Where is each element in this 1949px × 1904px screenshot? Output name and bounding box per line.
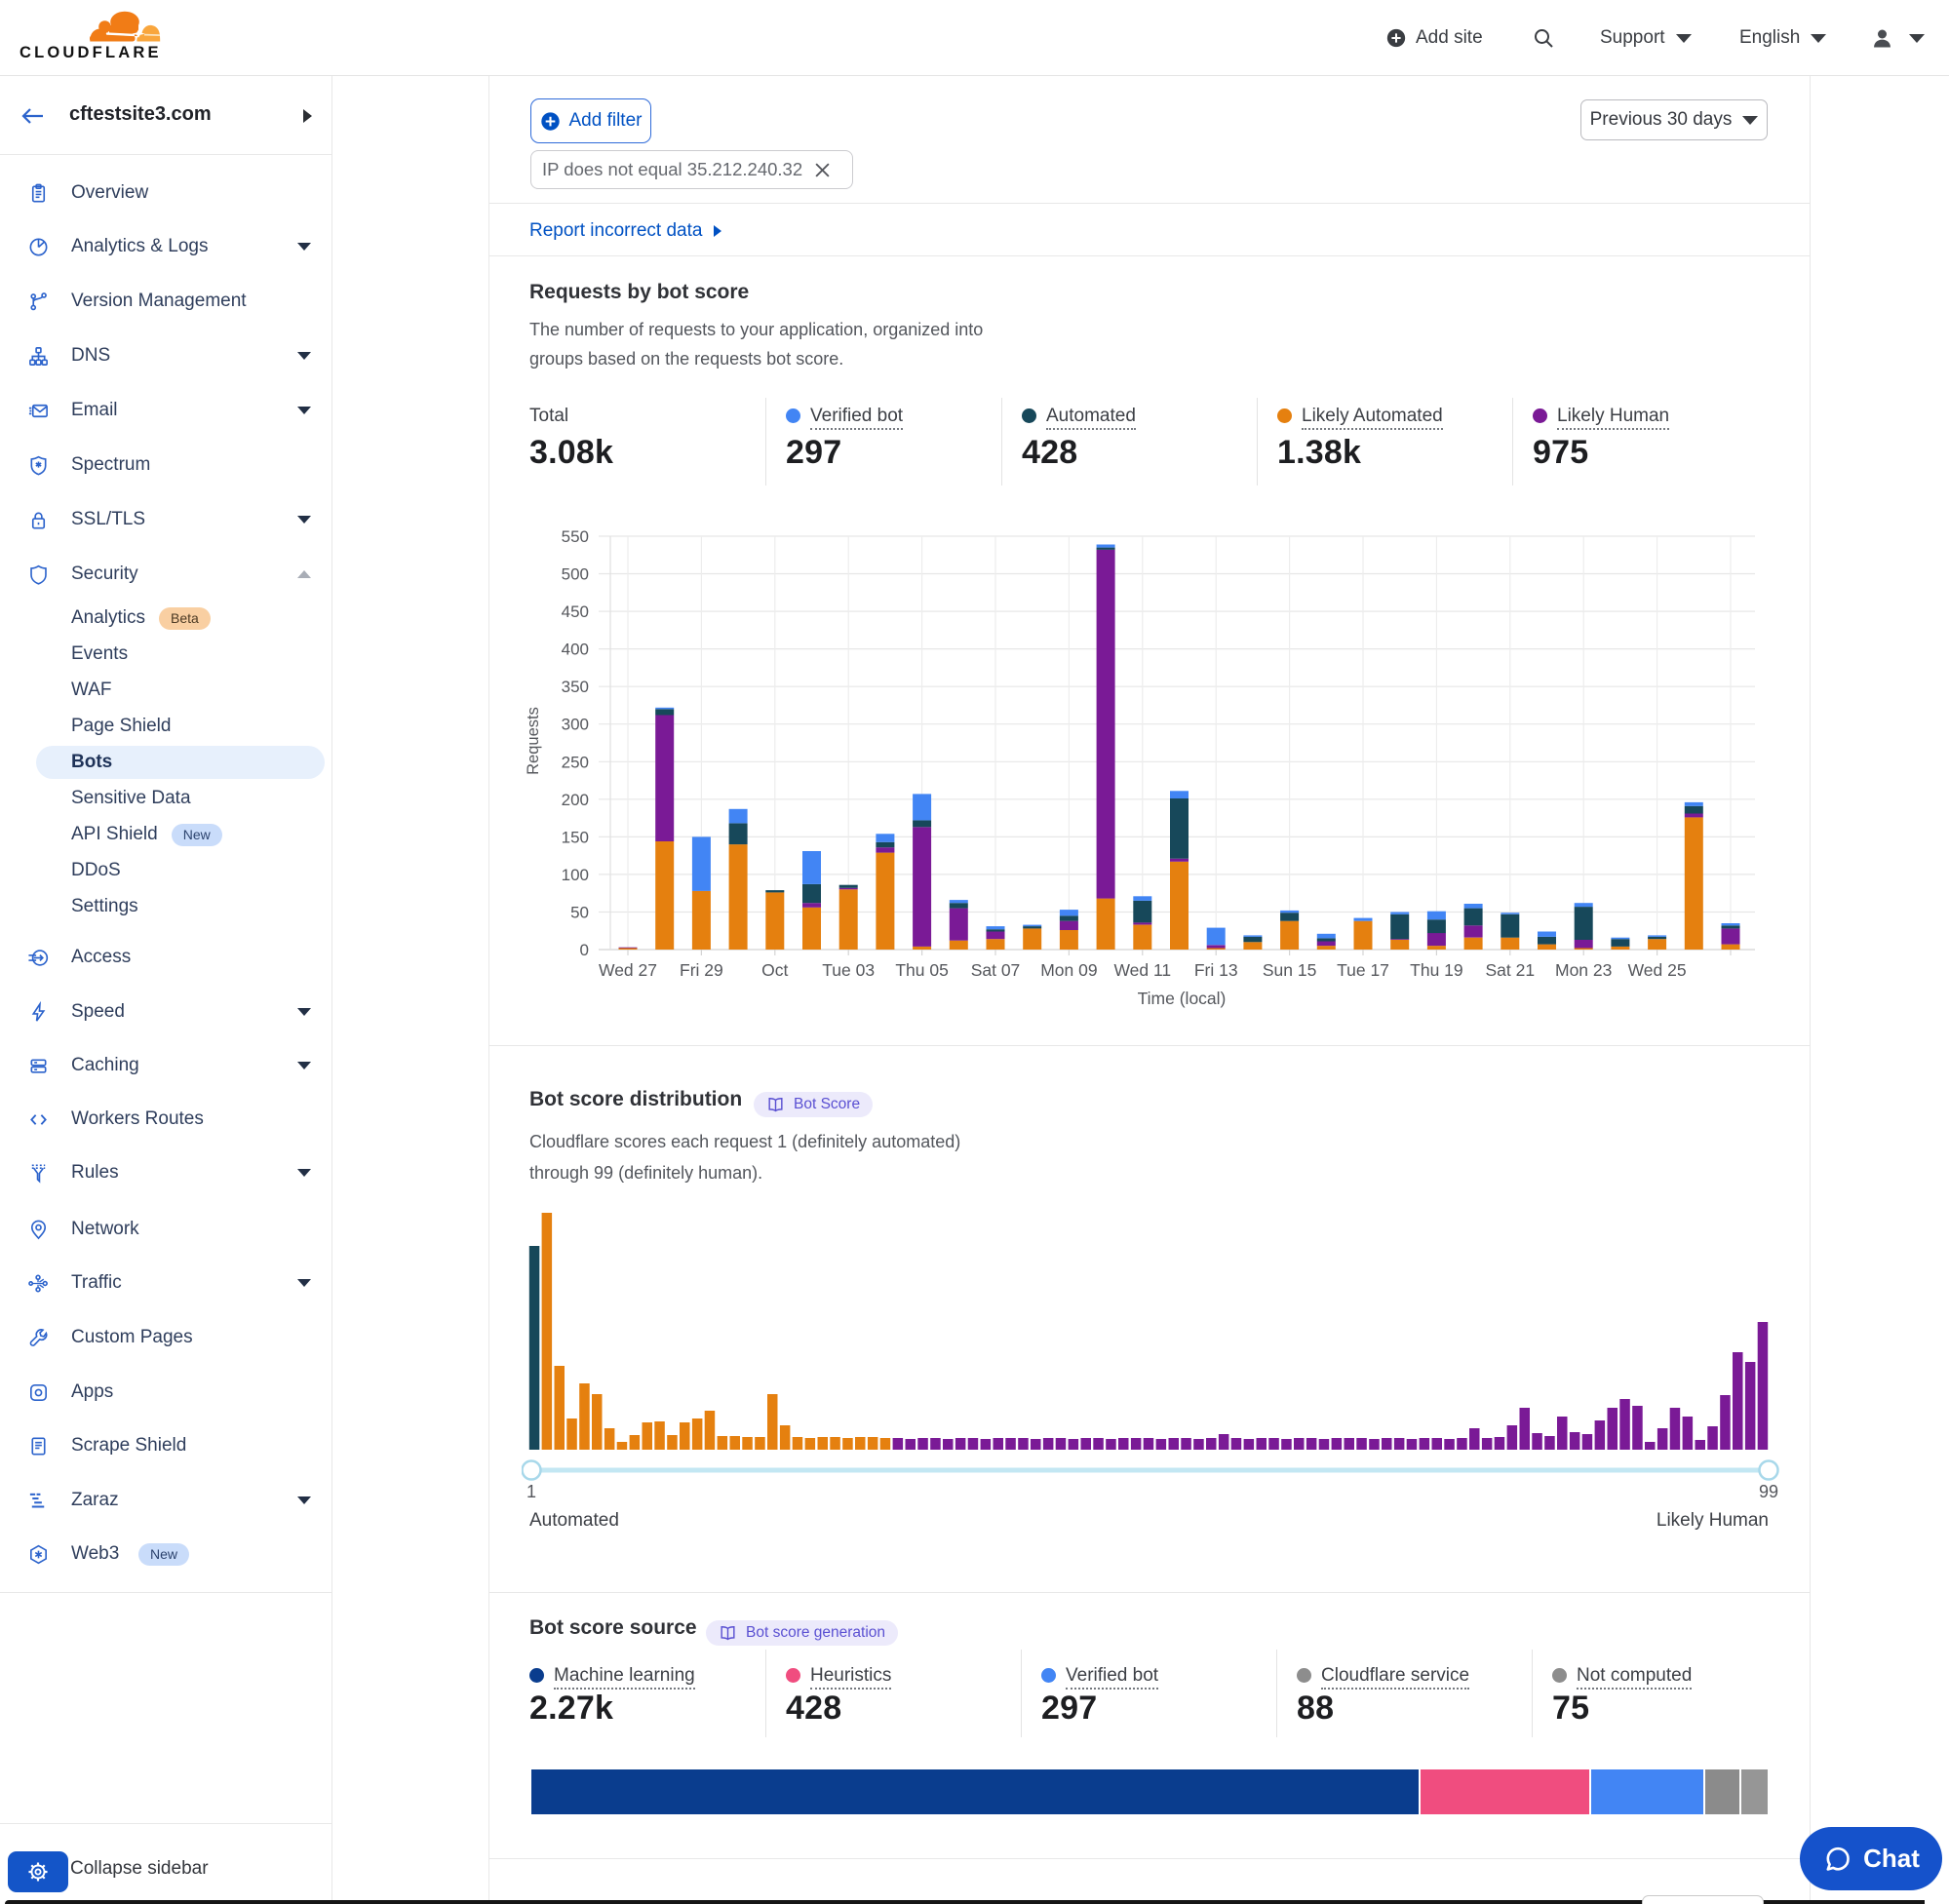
svg-text:Wed 11: Wed 11 <box>1113 960 1171 980</box>
svg-text:Oct: Oct <box>761 960 788 980</box>
svg-text:Sat 21: Sat 21 <box>1485 960 1535 980</box>
svg-text:Time (local): Time (local) <box>1138 989 1227 1008</box>
svg-text:Automated: Automated <box>529 1510 619 1531</box>
svg-text:Tue 17: Tue 17 <box>1337 960 1389 980</box>
svg-text:150: 150 <box>562 828 589 846</box>
svg-text:99: 99 <box>1759 1482 1778 1501</box>
svg-text:500: 500 <box>562 565 589 584</box>
svg-text:Mon 23: Mon 23 <box>1555 960 1612 980</box>
svg-text:50: 50 <box>570 904 589 922</box>
svg-text:550: 550 <box>562 527 589 546</box>
svg-text:CLOUDFLARE: CLOUDFLARE <box>19 44 162 60</box>
svg-text:Sat 07: Sat 07 <box>971 960 1021 980</box>
svg-text:Likely Human: Likely Human <box>1657 1510 1769 1531</box>
svg-text:300: 300 <box>562 716 589 734</box>
svg-text:Thu 19: Thu 19 <box>1410 960 1462 980</box>
svg-text:Thu 05: Thu 05 <box>895 960 948 980</box>
svg-text:Wed 27: Wed 27 <box>599 960 657 980</box>
svg-text:Fri 29: Fri 29 <box>680 960 723 980</box>
svg-text:400: 400 <box>562 641 589 659</box>
svg-text:250: 250 <box>562 753 589 771</box>
svg-text:Fri 13: Fri 13 <box>1194 960 1238 980</box>
svg-text:Wed 25: Wed 25 <box>1628 960 1687 980</box>
svg-text:1: 1 <box>526 1482 536 1501</box>
svg-text:Sun 15: Sun 15 <box>1263 960 1316 980</box>
svg-text:Mon 09: Mon 09 <box>1040 960 1097 980</box>
svg-text:200: 200 <box>562 791 589 809</box>
svg-text:350: 350 <box>562 678 589 696</box>
svg-text:Requests: Requests <box>525 707 542 775</box>
svg-text:450: 450 <box>562 602 589 621</box>
svg-text:Tue 03: Tue 03 <box>822 960 875 980</box>
svg-text:100: 100 <box>562 866 589 884</box>
svg-text:0: 0 <box>580 941 589 959</box>
